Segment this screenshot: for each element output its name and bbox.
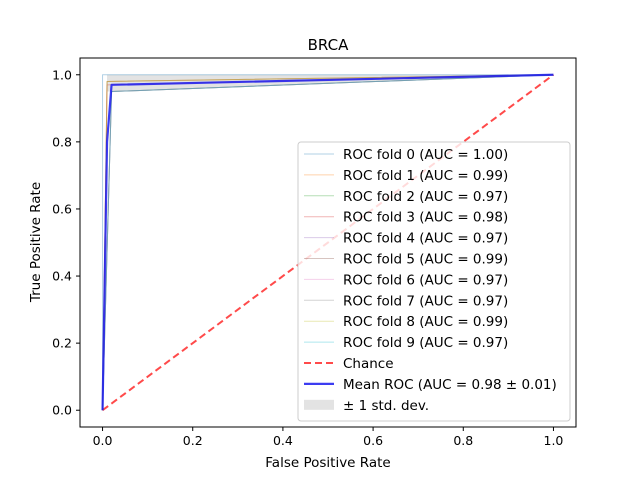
- y-tick-label: 0.6: [52, 201, 72, 216]
- y-tick-label: 0.4: [52, 269, 72, 284]
- legend-label: ROC fold 7 (AUC = 0.97): [343, 293, 508, 309]
- x-tick-label: 1.0: [544, 433, 564, 448]
- plot-frame: [79, 57, 577, 428]
- y-tick-label: 1.0: [52, 67, 72, 82]
- chart-title: BRCA: [308, 36, 349, 54]
- x-axis-title: False Positive Rate: [265, 455, 390, 471]
- legend-label: ROC fold 9 (AUC = 0.97): [343, 335, 508, 351]
- legend-label: ROC fold 0 (AUC = 1.00): [343, 147, 508, 163]
- mean-roc-line: [101, 73, 554, 411]
- series-layer: [101, 73, 555, 412]
- legend-label: ROC fold 1 (AUC = 0.99): [343, 168, 508, 184]
- x-tick-label: 0.6: [363, 433, 383, 448]
- y-tick-label: 0.8: [52, 134, 72, 149]
- legend-label: ROC fold 6 (AUC = 0.97): [343, 272, 508, 288]
- x-tick-label: 0.4: [273, 433, 293, 448]
- legend-label: ROC fold 5 (AUC = 0.99): [343, 252, 508, 268]
- legend-label: Chance: [343, 356, 394, 372]
- roc-fold-line-0: [102, 74, 554, 411]
- legend: ROC fold 0 (AUC = 1.00) ROC fold 1 (AUC =…: [297, 141, 571, 422]
- legend-swatch: [304, 399, 334, 410]
- legend-label: ROC fold 8 (AUC = 0.99): [343, 314, 508, 330]
- tick-layer: 0.0 0.2 0.4 0.6 0.8 1.0 0.0 0.2 0.4 0.6 0.8 1.0: [52, 67, 563, 448]
- legend-label: ROC fold 4 (AUC = 0.97): [343, 231, 508, 247]
- legend-label: ± 1 std. dev.: [343, 398, 429, 414]
- x-tick-label: 0.8: [453, 433, 473, 448]
- legend-box: [297, 141, 571, 422]
- y-tick-label: 0.0: [52, 403, 72, 418]
- legend-label: ROC fold 3 (AUC = 0.98): [343, 210, 508, 226]
- y-tick-label: 0.2: [52, 336, 72, 351]
- y-axis-title: True Positive Rate: [28, 182, 44, 303]
- legend-label: Mean ROC (AUC = 0.98 ± 0.01): [343, 377, 557, 393]
- legend-label: ROC fold 2 (AUC = 0.97): [343, 189, 508, 205]
- x-tick-label: 0.2: [183, 433, 203, 448]
- x-tick-label: 0.0: [93, 433, 113, 448]
